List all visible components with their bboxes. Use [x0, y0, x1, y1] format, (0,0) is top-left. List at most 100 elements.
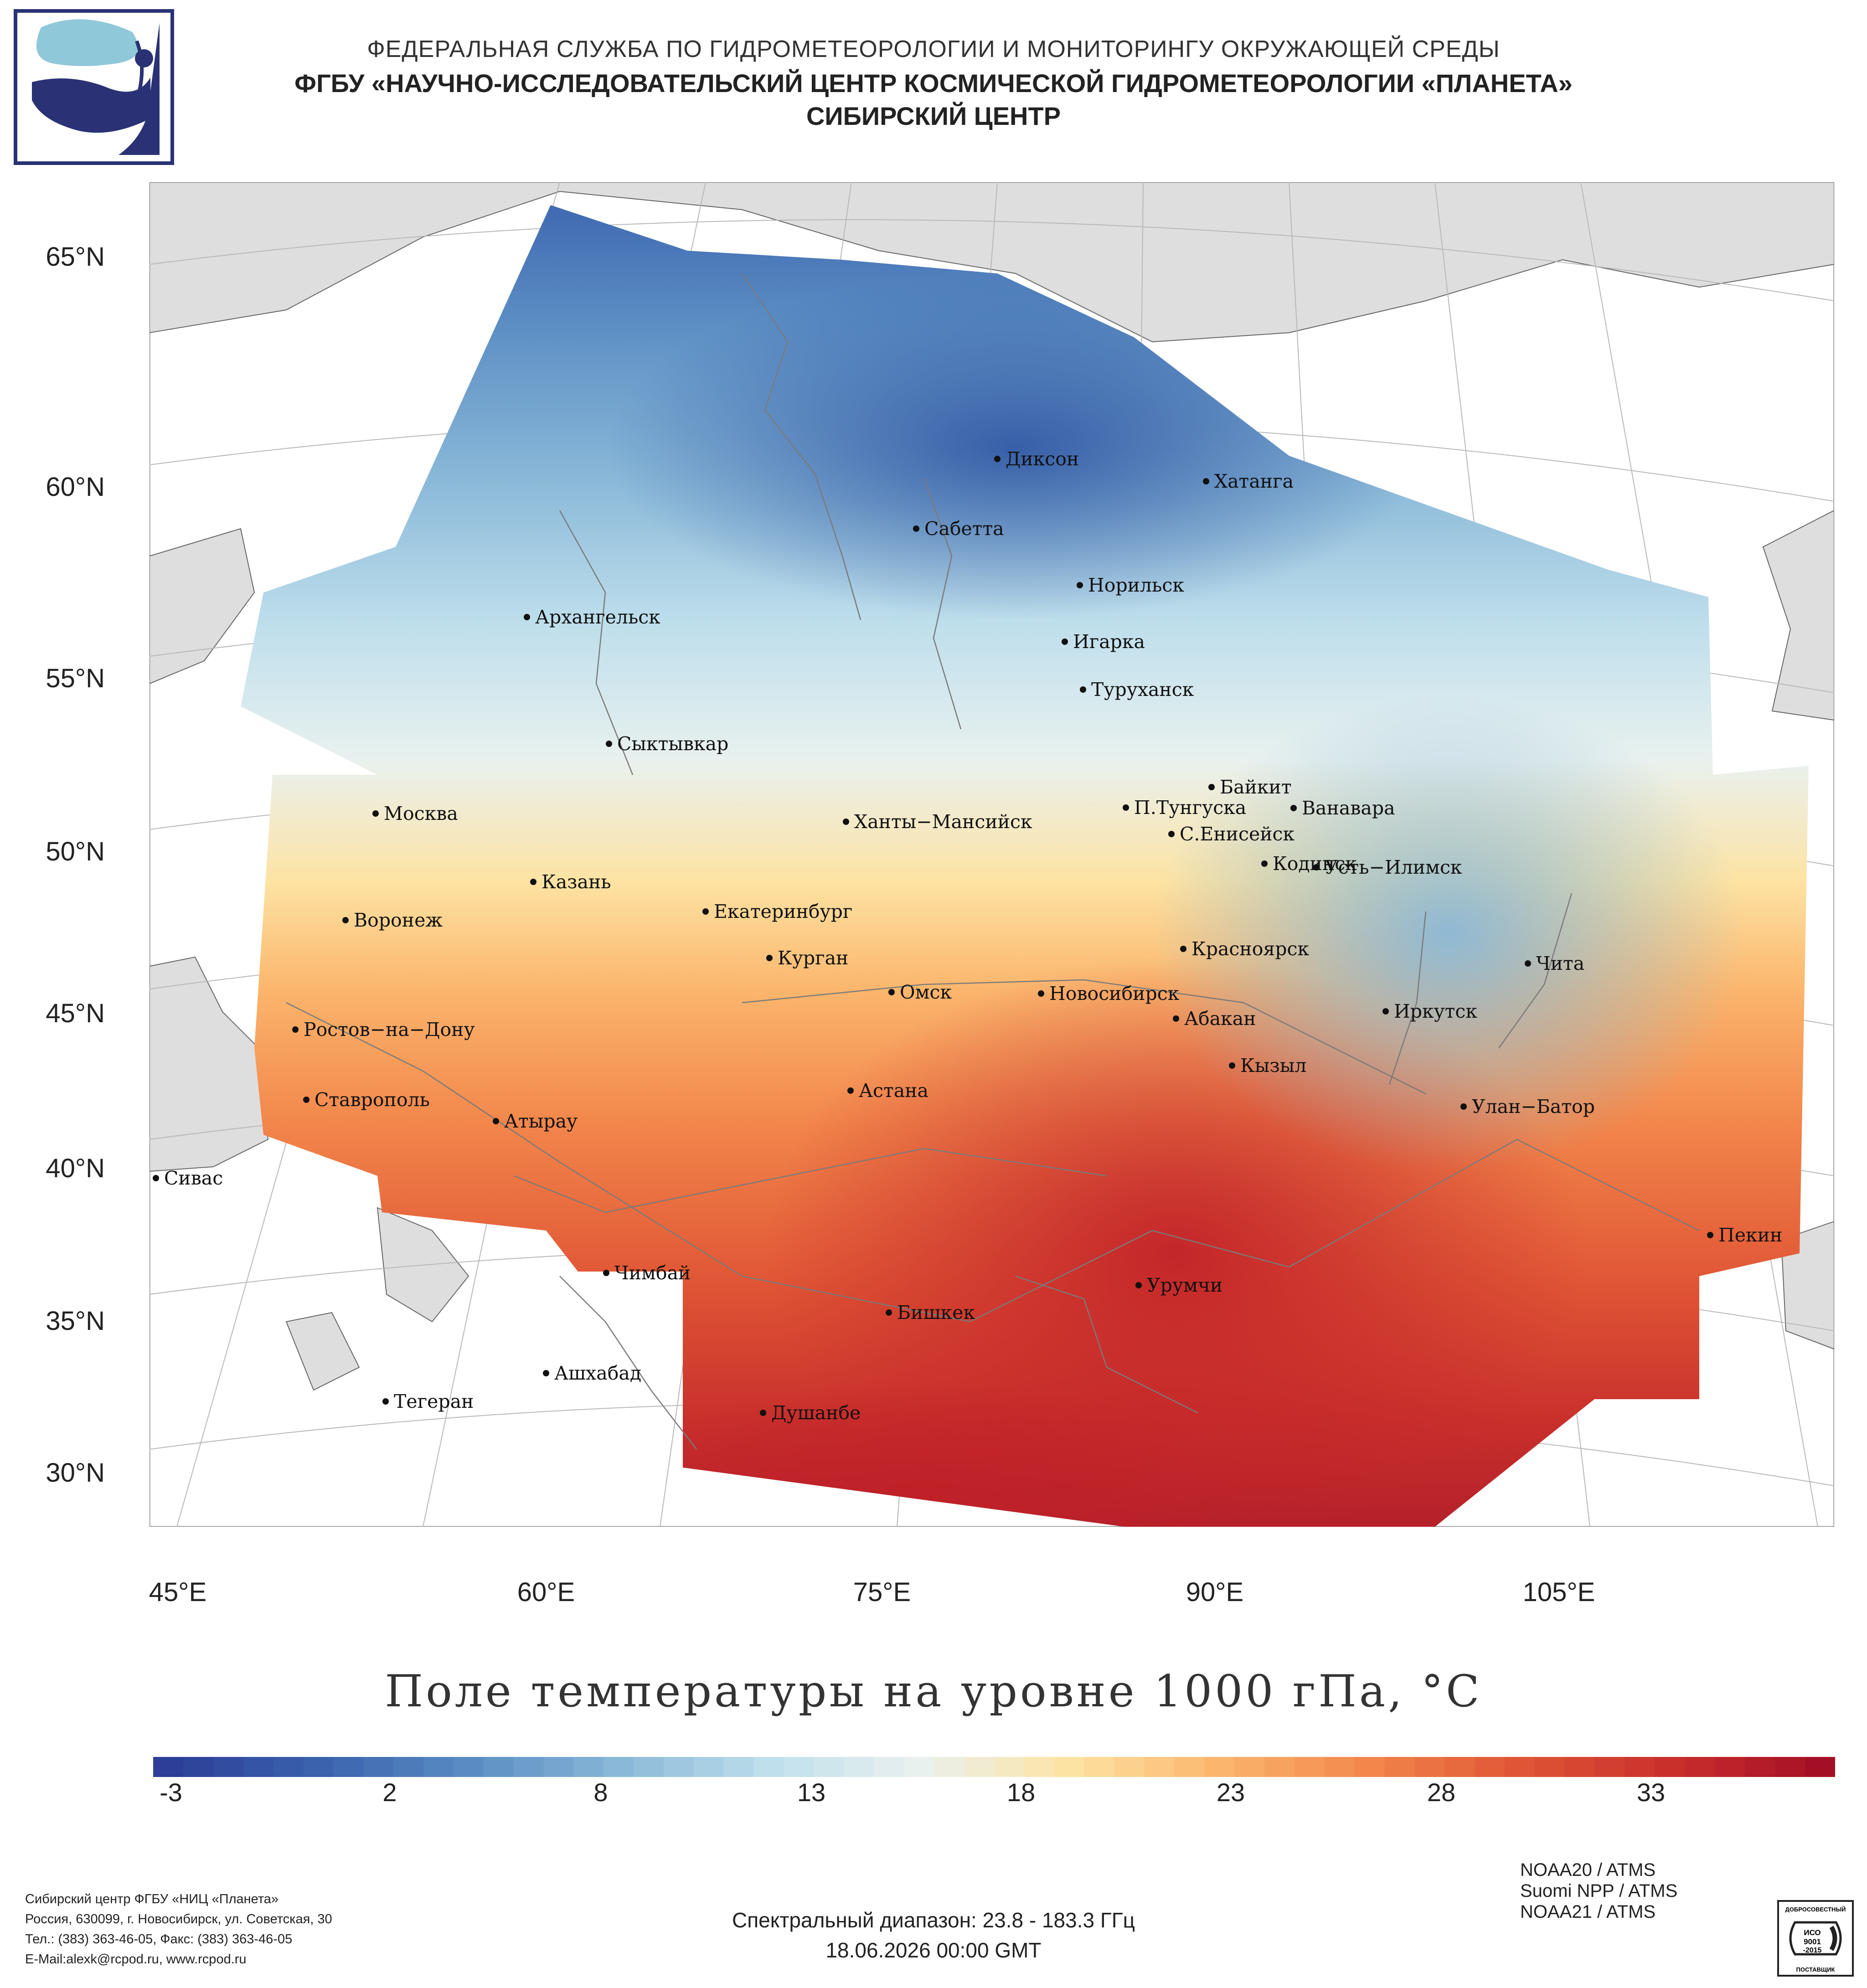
- city-label-norilsk: Норильск: [1088, 574, 1184, 596]
- city-label-krasnoyarsk: Красноярск: [1191, 938, 1309, 960]
- city-marker-abakan: [1173, 1015, 1179, 1022]
- city-marker-astana: [847, 1087, 854, 1094]
- city-label-senisejsk: С.Енисейск: [1180, 823, 1295, 845]
- footer-phone: Тел.: (383) 363-46-05, Факс: (383) 363-4…: [25, 1932, 293, 1947]
- observation-datetime: 18.06.2026 00:00 GMT: [825, 1938, 1042, 1962]
- spectral-range: Спектральный диапазон: 23.8 - 183.3 ГГц: [732, 1908, 1135, 1932]
- colorbar-segment: [723, 1757, 754, 1777]
- city-label-rostov: Ростов−на−Дону: [304, 1019, 475, 1040]
- city-marker-tegeran: [382, 1398, 389, 1405]
- city-markers: Диксон Хатанга Сабетта Норильск Архангельск И…: [153, 448, 1782, 1424]
- colorbar-tick-1: 2: [382, 1778, 397, 1807]
- colorbar-segment: [1174, 1757, 1205, 1777]
- city-marker-ustilimsk: [1313, 864, 1320, 870]
- colorbar-segment: [573, 1757, 604, 1777]
- colorbar-segment: [844, 1757, 875, 1777]
- colorbar-tick-7: 33: [1636, 1778, 1666, 1807]
- city-marker-ashkhabad: [543, 1370, 549, 1376]
- colorbar-tick-0: -3: [160, 1778, 182, 1807]
- city-marker-kyzyl: [1229, 1062, 1235, 1069]
- colorbar-segment: [483, 1757, 514, 1777]
- city-marker-chimbay: [603, 1270, 609, 1276]
- city-label-moskva: Москва: [384, 803, 458, 824]
- city-label-pekin: Пекин: [1718, 1224, 1782, 1246]
- colorbar-segment: [694, 1757, 724, 1777]
- footer-email: E-Mail:alexk@rcpod.ru, www.rcpod.ru: [25, 1952, 247, 1967]
- satellite-item: NOAA20 / ATMS: [1520, 1860, 1656, 1880]
- city-marker-ulanbator: [1460, 1103, 1467, 1110]
- city-label-dikson: Диксон: [1006, 448, 1079, 470]
- city-label-baykit: Байкит: [1220, 776, 1292, 798]
- iso-certification-badge: ДОБРОСОВЕСТНЫЙ ИСО 9001 -2015 ПОСТАВЩИК: [1777, 1900, 1854, 1977]
- city-label-ustilimsk: Усть−Илимск: [1325, 856, 1462, 878]
- city-marker-irkutsk: [1382, 1008, 1389, 1015]
- colorbar-segment: [904, 1757, 934, 1777]
- lat-label-40: 40°N: [46, 1154, 105, 1183]
- colorbar-segment: [964, 1757, 995, 1777]
- lat-label-35: 35°N: [46, 1306, 105, 1336]
- colorbar-segment: [1114, 1757, 1145, 1777]
- city-marker-kazan: [530, 879, 536, 885]
- footer-info: Спектральный диапазон: 23.8 - 183.3 ГГц …: [0, 1905, 1867, 1965]
- colorbar-tick-3: 13: [797, 1778, 826, 1807]
- colorbar-segment: [994, 1757, 1025, 1777]
- city-label-sabetta: Сабетта: [924, 518, 1004, 540]
- city-marker-voronezh: [342, 917, 349, 923]
- colorbar-segment: [1204, 1757, 1235, 1777]
- map-canvas: Диксон Хатанга Сабетта Норильск Архангельск И…: [150, 182, 1834, 1527]
- colorbar-segment: [753, 1757, 784, 1777]
- city-marker-khatanga: [1203, 478, 1209, 484]
- city-label-kurgan: Курган: [778, 947, 848, 969]
- city-label-arkhangelsk: Архангельск: [535, 606, 660, 628]
- colorbar-segment: [784, 1757, 815, 1777]
- lat-label-50: 50°N: [46, 837, 105, 866]
- satellite-list: NOAA20 / ATMS Suomi NPP / ATMS NOAA21 / …: [1520, 1859, 1677, 1922]
- colorbar-segment: [453, 1757, 484, 1777]
- colorbar-segment: [1384, 1757, 1415, 1777]
- colorbar-segment: [1594, 1757, 1625, 1777]
- city-marker-dushanbe: [760, 1410, 766, 1416]
- city-marker-rostov: [292, 1026, 299, 1033]
- city-label-dushanbe: Душанбе: [771, 1402, 861, 1424]
- footer-address: Россия, 630099, г. Новосибирск, ул. Сове…: [25, 1912, 332, 1926]
- colorbar-segment: [243, 1757, 274, 1777]
- colorbar-segment: [1715, 1757, 1745, 1777]
- colorbar-tick-6: 28: [1427, 1778, 1456, 1807]
- lon-label-75: 75°E: [853, 1577, 911, 1607]
- colorbar-segment: [303, 1757, 334, 1777]
- city-marker-vanavara: [1290, 805, 1297, 811]
- city-label-urumchi: Урумчи: [1147, 1274, 1222, 1296]
- colorbar-segment: [1805, 1757, 1835, 1777]
- city-marker-arkhangelsk: [524, 614, 530, 620]
- colorbar-segment: [363, 1757, 394, 1777]
- lat-label-55: 55°N: [46, 664, 105, 693]
- city-label-syktyvkar: Сыктывкар: [617, 733, 728, 755]
- lat-label-60: 60°N: [46, 472, 105, 502]
- city-marker-dikson: [994, 456, 1001, 462]
- header-institute: ФГБУ «НАУЧНО-ИССЛЕДОВАТЕЛЬСКИЙ ЦЕНТР КОС…: [294, 69, 1573, 98]
- colorbar-segment: [1685, 1757, 1716, 1777]
- city-marker-ekaterinburg: [702, 908, 709, 915]
- city-marker-stavropol: [303, 1097, 309, 1103]
- city-marker-sivas: [153, 1175, 159, 1181]
- city-label-voronezh: Воронеж: [354, 909, 443, 931]
- city-marker-khanty: [843, 819, 849, 825]
- colorbar-segment: [1535, 1757, 1565, 1777]
- city-label-turukhansk: Туруханск: [1091, 679, 1194, 700]
- colorbar-segment: [1625, 1757, 1656, 1777]
- borders: [286, 273, 1700, 1450]
- colorbar-segment: [273, 1757, 304, 1777]
- colorbar-segment: [1414, 1757, 1445, 1777]
- colorbar-segment: [153, 1757, 184, 1777]
- city-marker-omsk: [888, 989, 895, 995]
- city-marker-urumchi: [1135, 1282, 1142, 1288]
- colorbar-segment: [1144, 1757, 1175, 1777]
- city-marker-baykit: [1208, 784, 1215, 790]
- badge-number-text: 9001: [1804, 1937, 1821, 1946]
- satellite-item: NOAA21 / ATMS: [1520, 1902, 1656, 1922]
- colorbar-segment: [814, 1757, 845, 1777]
- colorbar-segment: [1234, 1757, 1265, 1777]
- lon-label-90: 90°E: [1186, 1577, 1244, 1607]
- colorbar-segment: [603, 1757, 634, 1777]
- colorbar-segment: [1505, 1757, 1535, 1777]
